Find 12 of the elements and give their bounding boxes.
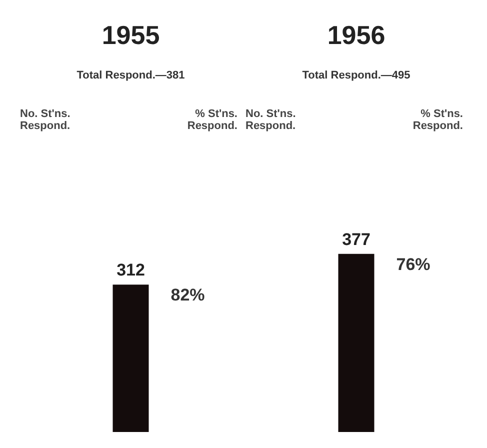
x-tick-label: 1956 — [327, 20, 386, 50]
text: No. St'ns. Respond. — [20, 108, 70, 132]
text: No. St'ns. Respond. — [246, 108, 296, 132]
annotation: 82% — [170, 286, 205, 305]
data-label: 312 — [116, 260, 145, 280]
text: % St'ns. Respond. — [412, 108, 463, 132]
data-label: 377 — [342, 230, 370, 249]
text: % St'ns. Respond. — [187, 108, 238, 132]
annotation: 76% — [396, 254, 430, 274]
text: Total Respond.—495 — [302, 70, 410, 82]
text: Total Respond.—381 — [76, 70, 185, 82]
x-tick-label: 1955 — [102, 20, 160, 50]
